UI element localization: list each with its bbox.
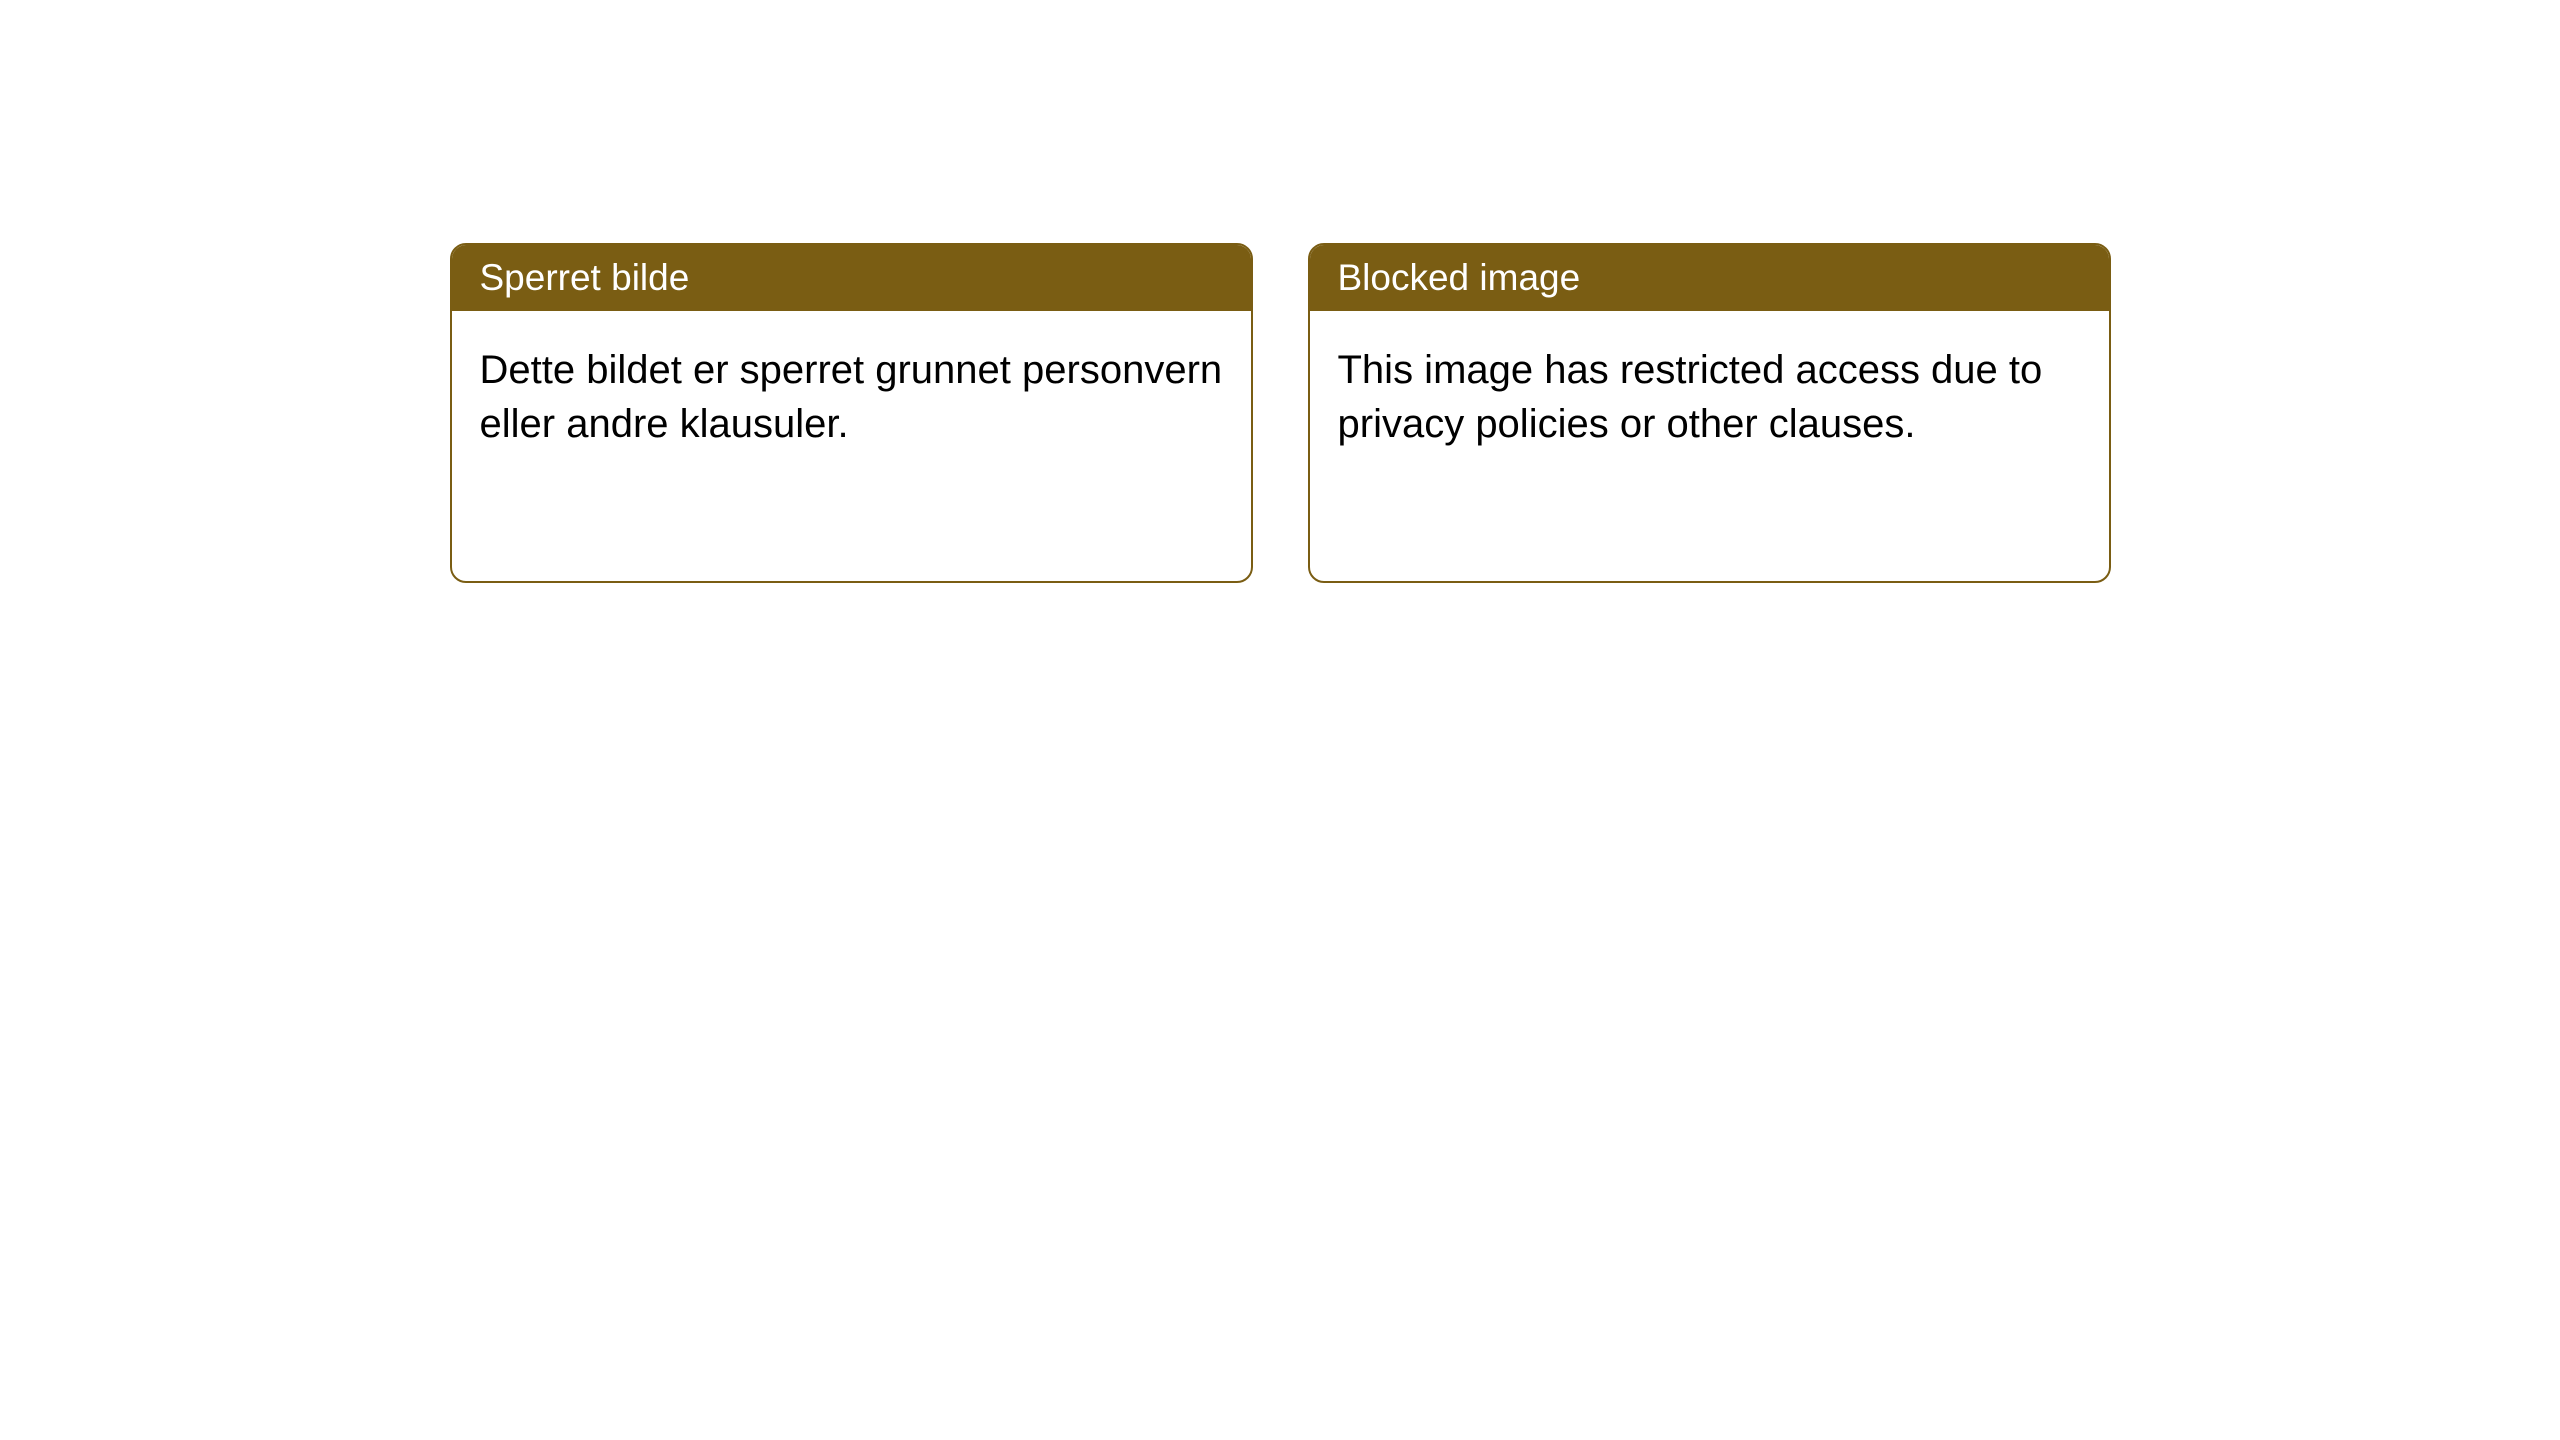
card-body: Dette bildet er sperret grunnet personve… [452,311,1251,581]
card-body: This image has restricted access due to … [1310,311,2109,581]
card-header: Sperret bilde [452,245,1251,311]
card-english: Blocked image This image has restricted … [1308,243,2111,583]
card-body-text: Dette bildet er sperret grunnet personve… [480,348,1223,446]
card-body-text: This image has restricted access due to … [1338,348,2043,446]
card-header: Blocked image [1310,245,2109,311]
cards-container: Sperret bilde Dette bildet er sperret gr… [450,243,2111,583]
card-norwegian: Sperret bilde Dette bildet er sperret gr… [450,243,1253,583]
card-title: Sperret bilde [480,257,690,298]
card-title: Blocked image [1338,257,1581,298]
